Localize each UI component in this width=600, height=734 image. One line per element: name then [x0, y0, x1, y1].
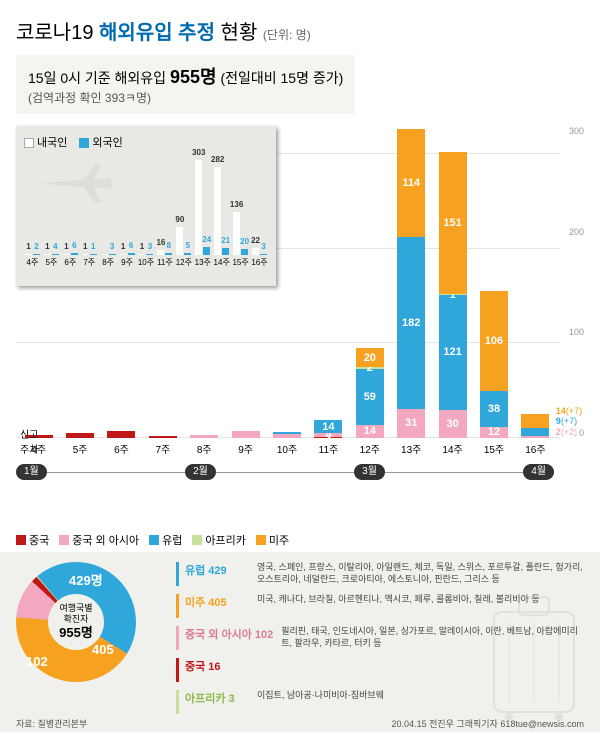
sub-line2: (검역과정 확인 393ㅋ명)	[28, 89, 343, 106]
subtitle-box: 15일 0시 기준 해외유입 955명 (전일대비 15명 증가) (검역과정 …	[16, 55, 355, 114]
pie-center-big: 955명	[59, 625, 93, 641]
legend-foreign-swatch	[79, 138, 89, 148]
footer: 자료: 질병관리본부 20.04.15 전진우 그래픽기자 618tue@new…	[16, 717, 584, 730]
inset-chart: 내국인 외국인 124주145주166주117주38주169주1310주1681…	[16, 126, 276, 286]
pie-center-label: 여행국별 확진자	[59, 603, 92, 625]
page-title: 코로나19 해외유입 추정 현황 (단위: 명)	[16, 16, 584, 45]
title-highlight: 해외유입 추정	[99, 22, 215, 44]
region-legend: 중국중국 외 아시아유럽아프리카미주	[16, 532, 584, 548]
title-suffix: 현황	[215, 22, 263, 44]
axis-label: 신고 주차	[20, 426, 38, 456]
main-chart-area: 내국인 외국인 124주145주166주117주38주169주1310주1681…	[16, 126, 584, 526]
footer-credit: 20.04.15 전진우 그래픽기자 618tue@newsis.com	[392, 717, 584, 730]
title-prefix: 코로나19	[16, 22, 99, 44]
sub-a: 15일 0시 기준 해외유입	[28, 70, 170, 86]
legend-domestic-swatch	[24, 138, 34, 148]
suitcase-icon	[484, 592, 584, 722]
pie-chart: 여행국별 확진자 955명 429명405102	[16, 562, 136, 682]
pie-section: 여행국별 확진자 955명 429명405102 유럽 429영국, 스페인, …	[0, 552, 600, 732]
footer-source: 자료: 질병관리본부	[16, 717, 87, 730]
sub-big: 955명	[170, 67, 217, 87]
title-unit: (단위: 명)	[263, 28, 311, 42]
legend-foreign: 외국인	[92, 137, 122, 149]
sub-b: (전일대비 15명 증가)	[217, 70, 344, 86]
legend-domestic: 내국인	[37, 137, 67, 149]
